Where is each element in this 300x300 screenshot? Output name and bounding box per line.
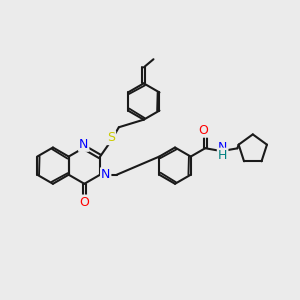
Text: H: H [218,149,227,162]
Text: O: O [199,124,208,137]
Text: N: N [79,138,88,151]
Text: N: N [218,141,227,154]
Text: S: S [107,131,115,144]
Text: O: O [80,196,89,208]
Text: N: N [101,168,110,181]
